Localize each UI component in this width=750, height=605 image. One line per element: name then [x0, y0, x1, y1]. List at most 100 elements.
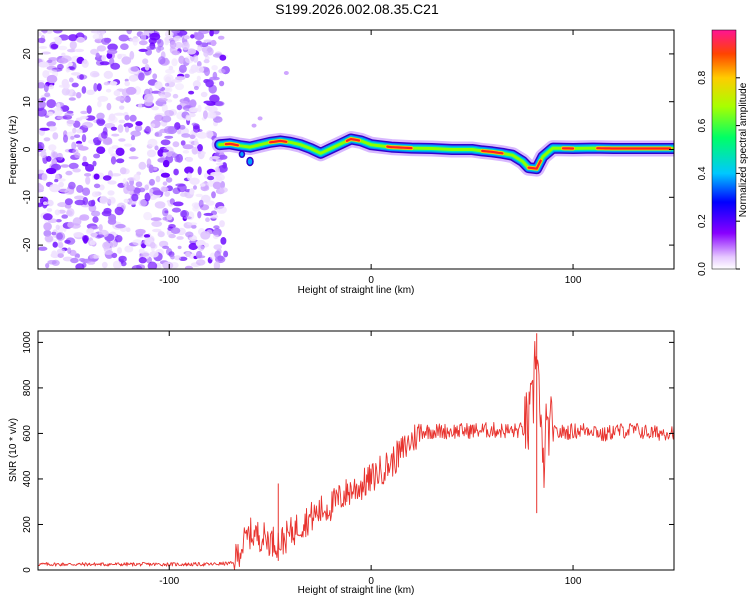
- x-tick-label: -100: [159, 275, 179, 286]
- spectrogram-xlabel: Height of straight line (km): [298, 285, 415, 296]
- noise-blob: [115, 224, 126, 228]
- noise-blob: [114, 113, 124, 116]
- y-tick-label: 1000: [22, 331, 33, 354]
- noise-blob: [197, 47, 202, 51]
- noise-blob: [107, 190, 114, 195]
- noise-blob: [161, 173, 170, 178]
- noise-blob: [69, 78, 74, 83]
- noise-blob: [113, 261, 122, 270]
- noise-blob: [57, 103, 61, 112]
- noise-blob: [155, 201, 166, 208]
- noise-blob: [118, 256, 127, 263]
- noise-blob: [86, 228, 94, 233]
- colorbar-label: Normalized spectral amplitude: [738, 82, 749, 217]
- noise-blob: [83, 156, 87, 162]
- y-tick-label: -20: [22, 237, 33, 252]
- colorbar-tick-label: 0.4: [697, 166, 708, 180]
- noise-blob: [118, 124, 124, 133]
- noise-blob: [74, 134, 80, 138]
- noise-blob: [172, 50, 181, 55]
- noise-blob: [58, 58, 69, 64]
- noise-blob: [170, 41, 177, 49]
- noise-blob: [72, 168, 81, 172]
- noise-blob: [65, 171, 72, 176]
- noise-blob: [174, 255, 181, 260]
- noise-blob: [87, 261, 95, 265]
- noise-blob: [116, 158, 124, 163]
- noise-blob: [149, 33, 160, 41]
- noise-blob: [76, 129, 83, 133]
- noise-blob: [93, 34, 102, 40]
- noise-blob: [104, 71, 113, 79]
- noise-blob: [211, 40, 217, 46]
- noise-blob: [111, 156, 116, 164]
- noise-blob: [67, 120, 75, 124]
- y-tick-label: 400: [22, 470, 33, 487]
- noise-blob: [166, 177, 172, 183]
- noise-blob: [284, 71, 289, 75]
- noise-blob: [87, 105, 92, 114]
- noise-blob: [218, 69, 225, 74]
- noise-blob: [46, 99, 56, 108]
- noise-blob: [115, 207, 124, 215]
- colorbar: 0.00.20.40.60.8 Normalized spectral ampl…: [697, 30, 749, 276]
- noise-blob: [124, 199, 130, 203]
- noise-blob: [192, 206, 200, 212]
- noise-blob: [129, 75, 138, 82]
- noise-blob: [150, 242, 156, 248]
- noise-blob: [107, 197, 116, 205]
- noise-blob: [43, 213, 53, 220]
- noise-blob: [86, 90, 95, 95]
- noise-blob: [215, 101, 225, 106]
- noise-blob: [200, 183, 206, 187]
- noise-blob: [67, 49, 75, 52]
- noise-blob: [210, 156, 220, 159]
- noise-blob: [144, 184, 149, 190]
- noise-blob: [80, 116, 89, 119]
- noise-blob: [135, 121, 142, 126]
- snr-frame: [38, 331, 674, 570]
- noise-blob: [187, 222, 198, 225]
- noise-blob: [66, 210, 73, 216]
- noise-blob: [124, 81, 130, 86]
- noise-blob: [144, 94, 154, 103]
- noise-blob: [130, 147, 136, 151]
- spectrogram-ridge: [220, 139, 674, 169]
- noise-blob: [135, 229, 146, 234]
- noise-blob: [90, 240, 96, 245]
- noise-blob: [53, 242, 58, 248]
- noise-blob: [175, 183, 185, 186]
- snr-xlabel: Height of straight line (km): [298, 585, 415, 596]
- noise-blob: [139, 40, 148, 45]
- noise-blob: [160, 94, 166, 98]
- noise-blob: [61, 164, 70, 167]
- noise-blob: [58, 242, 63, 248]
- noise-blob: [108, 147, 114, 155]
- noise-blob: [156, 176, 161, 183]
- noise-blob: [196, 194, 203, 197]
- noise-blob: [103, 175, 112, 180]
- noise-blob: [85, 164, 94, 172]
- noise-blob: [198, 166, 202, 175]
- noise-blob: [130, 66, 138, 71]
- noise-blob: [200, 231, 210, 240]
- noise-blob: [165, 76, 171, 83]
- noise-blob: [92, 216, 98, 223]
- x-tick-label: -100: [159, 576, 179, 587]
- noise-blob: [184, 35, 190, 39]
- noise-blob: [82, 60, 89, 68]
- noise-blob: [68, 62, 73, 67]
- noise-blob: [183, 150, 189, 154]
- noise-blob: [47, 208, 53, 212]
- noise-blob: [88, 200, 95, 206]
- noise-blob: [79, 214, 89, 221]
- noise-blob: [199, 200, 204, 208]
- colorbar-tick-label: 0.6: [697, 118, 708, 132]
- noise-blob: [193, 55, 198, 63]
- colorbar-tick-label: 0.2: [697, 214, 708, 228]
- noise-blob: [129, 51, 134, 60]
- noise-blob: [192, 147, 198, 155]
- noise-blob: [111, 127, 117, 131]
- noise-blob: [175, 83, 184, 90]
